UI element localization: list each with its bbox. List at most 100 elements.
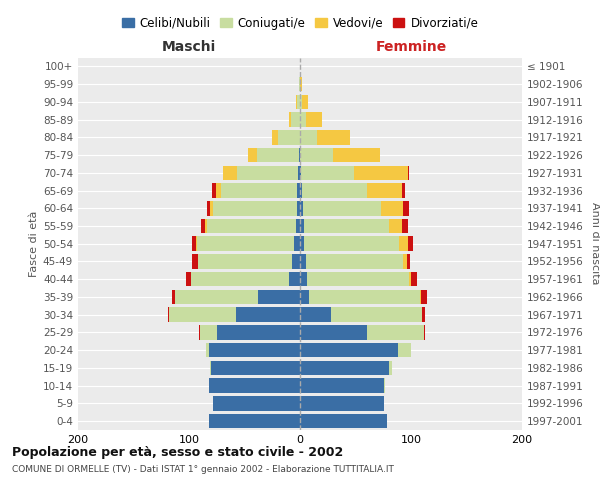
Bar bbox=[389, 218, 402, 234]
Bar bbox=[403, 254, 407, 269]
Bar bbox=[214, 396, 300, 410]
Bar bbox=[300, 396, 385, 410]
Bar bbox=[172, 290, 175, 304]
Bar bbox=[399, 236, 407, 251]
Bar bbox=[296, 201, 300, 216]
Bar bbox=[215, 184, 221, 198]
Bar bbox=[302, 94, 308, 109]
Bar bbox=[300, 254, 305, 269]
Bar bbox=[258, 290, 300, 304]
Bar bbox=[300, 201, 304, 216]
Bar bbox=[304, 218, 389, 234]
Bar bbox=[291, 112, 300, 127]
Bar bbox=[211, 360, 300, 375]
Bar bbox=[304, 201, 381, 216]
Bar bbox=[300, 414, 386, 428]
Y-axis label: Fasce di età: Fasce di età bbox=[29, 210, 39, 277]
Bar bbox=[185, 272, 191, 286]
Bar bbox=[201, 218, 205, 234]
Bar bbox=[300, 308, 331, 322]
Bar bbox=[295, 236, 300, 251]
Bar bbox=[300, 343, 398, 357]
Bar bbox=[296, 218, 300, 234]
Bar bbox=[207, 201, 210, 216]
Bar bbox=[407, 236, 413, 251]
Bar bbox=[248, 148, 257, 162]
Bar bbox=[199, 325, 200, 340]
Bar bbox=[300, 148, 334, 162]
Bar bbox=[272, 130, 278, 144]
Bar bbox=[191, 272, 289, 286]
Bar bbox=[381, 201, 403, 216]
Bar bbox=[300, 130, 317, 144]
Bar bbox=[334, 148, 380, 162]
Bar bbox=[292, 254, 300, 269]
Bar bbox=[257, 148, 299, 162]
Bar bbox=[198, 254, 292, 269]
Bar bbox=[309, 290, 420, 304]
Bar bbox=[402, 184, 406, 198]
Text: Popolazione per età, sesso e stato civile - 2002: Popolazione per età, sesso e stato civil… bbox=[12, 446, 343, 459]
Bar bbox=[389, 360, 392, 375]
Bar bbox=[420, 290, 421, 304]
Bar bbox=[300, 290, 309, 304]
Bar bbox=[168, 308, 169, 322]
Legend: Celibi/Nubili, Coniugati/e, Vedovi/e, Divorziati/e: Celibi/Nubili, Coniugati/e, Vedovi/e, Di… bbox=[118, 13, 482, 33]
Bar bbox=[300, 325, 367, 340]
Bar bbox=[209, 378, 300, 393]
Bar bbox=[296, 184, 300, 198]
Bar bbox=[193, 236, 196, 251]
Bar bbox=[302, 184, 367, 198]
Bar bbox=[278, 130, 300, 144]
Bar bbox=[421, 290, 427, 304]
Bar bbox=[300, 236, 304, 251]
Bar bbox=[307, 272, 409, 286]
Bar bbox=[298, 166, 300, 180]
Bar bbox=[209, 343, 300, 357]
Bar bbox=[210, 201, 214, 216]
Bar bbox=[305, 254, 403, 269]
Bar bbox=[317, 130, 350, 144]
Bar bbox=[300, 166, 301, 180]
Bar bbox=[367, 184, 402, 198]
Text: Maschi: Maschi bbox=[162, 40, 216, 54]
Bar bbox=[296, 94, 300, 109]
Bar bbox=[424, 325, 425, 340]
Y-axis label: Anni di nascita: Anni di nascita bbox=[590, 202, 600, 285]
Bar bbox=[422, 308, 425, 322]
Bar bbox=[304, 236, 399, 251]
Bar bbox=[237, 166, 298, 180]
Bar bbox=[200, 325, 217, 340]
Bar bbox=[289, 272, 300, 286]
Bar bbox=[300, 360, 389, 375]
Text: COMUNE DI ORMELLE (TV) - Dati ISTAT 1° gennaio 2002 - Elaborazione TUTTITALIA.IT: COMUNE DI ORMELLE (TV) - Dati ISTAT 1° g… bbox=[12, 466, 394, 474]
Bar bbox=[300, 218, 304, 234]
Bar bbox=[411, 272, 416, 286]
Bar bbox=[210, 360, 211, 375]
Bar bbox=[398, 343, 411, 357]
Bar bbox=[331, 308, 422, 322]
Bar bbox=[207, 218, 296, 234]
Bar bbox=[209, 414, 300, 428]
Bar bbox=[196, 236, 197, 251]
Bar bbox=[197, 236, 295, 251]
Bar bbox=[300, 77, 302, 92]
Bar bbox=[175, 290, 258, 304]
Bar bbox=[402, 218, 407, 234]
Bar bbox=[205, 218, 207, 234]
Bar bbox=[355, 166, 407, 180]
Bar bbox=[403, 201, 409, 216]
Bar bbox=[367, 325, 424, 340]
Bar bbox=[214, 201, 296, 216]
Bar bbox=[407, 254, 410, 269]
Bar bbox=[217, 325, 300, 340]
Bar bbox=[300, 184, 302, 198]
Bar bbox=[300, 112, 305, 127]
Bar bbox=[193, 254, 198, 269]
Bar bbox=[212, 184, 215, 198]
Bar bbox=[409, 272, 411, 286]
Bar bbox=[223, 166, 237, 180]
Bar bbox=[206, 343, 209, 357]
Bar bbox=[236, 308, 300, 322]
Text: Femmine: Femmine bbox=[376, 40, 446, 54]
